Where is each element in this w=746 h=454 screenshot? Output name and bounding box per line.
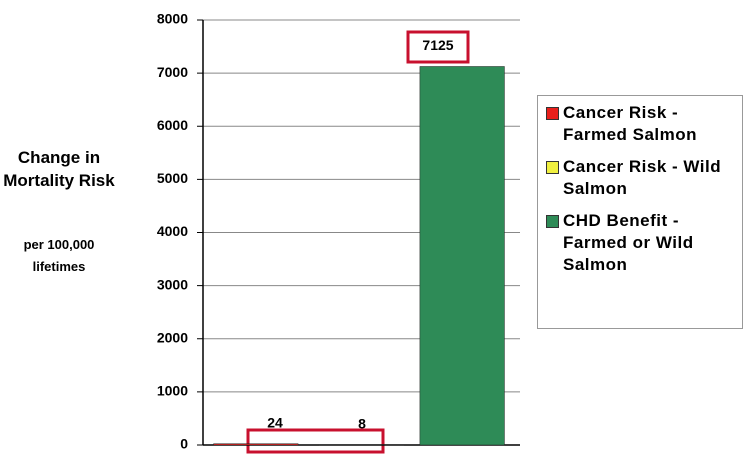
legend-label: Cancer Risk - Wild Salmon [563,157,722,198]
y-tick-label: 3000 [157,276,188,292]
legend-label: Cancer Risk - Farmed Salmon [563,103,698,144]
y-tick-label: 0 [180,436,188,452]
y-axis-label: Change in Mortality Risk [3,148,115,190]
bar [419,66,505,446]
legend-swatch [546,107,559,120]
legend-entry: CHD Benefit - Farmed or Wild Salmon [546,210,738,276]
y-tick-label: 4000 [157,223,188,239]
y-tick-label: 8000 [157,11,188,27]
bar [213,443,299,446]
legend-entry: Cancer Risk - Farmed Salmon [546,102,738,146]
y-axis-sublabel: per 100,000 lifetimes [23,237,95,274]
y-tick-label: 7000 [157,64,188,80]
y-tick-label: 5000 [157,170,188,186]
legend-swatch [546,161,559,174]
legend-entry: Cancer Risk - Wild Salmon [546,156,738,200]
y-tick-label: 2000 [157,329,188,345]
y-tick-label: 6000 [157,117,188,133]
data-label: 8 [358,415,366,431]
legend: Cancer Risk - Farmed Salmon Cancer Risk -… [537,95,743,329]
highlight-box [406,30,470,64]
legend-swatch [546,215,559,228]
highlight-box [246,428,385,454]
data-label: 7125 [422,37,453,53]
legend-label: CHD Benefit - Farmed or Wild Salmon [563,211,694,274]
data-label: 24 [267,414,283,430]
y-tick-label: 1000 [157,383,188,399]
